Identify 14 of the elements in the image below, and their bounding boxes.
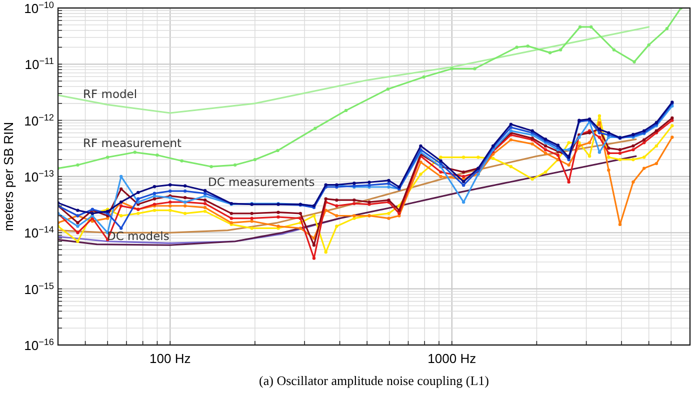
y-tick-label: 10$^{−14}$ — [24, 224, 54, 241]
text: (a) Oscillator amplitude noise coupling (L1) — [259, 373, 489, 388]
annotation: RF measurement — [83, 136, 182, 150]
annotation: RF model — [83, 87, 138, 102]
annotation: DC measurements — [208, 175, 315, 190]
y-tick-label: 10$^{−11}$ — [24, 56, 54, 72]
y-tick-label: 10$^{−15}$ — [24, 280, 54, 297]
y-tick-label: 10$^{−13}$ — [24, 168, 54, 184]
x-tick-label: 1000 Hz — [428, 351, 476, 366]
y-tick-label: 10$^{−12}$ — [24, 112, 54, 128]
y-tick-label: 10$^{−16}$ — [24, 337, 54, 353]
x-tick-label: 100 Hz — [150, 351, 191, 366]
y-tick-label: 10$^{−10}$ — [24, 0, 54, 16]
y-axis-title: meters per SB RIN — [1, 122, 16, 232]
